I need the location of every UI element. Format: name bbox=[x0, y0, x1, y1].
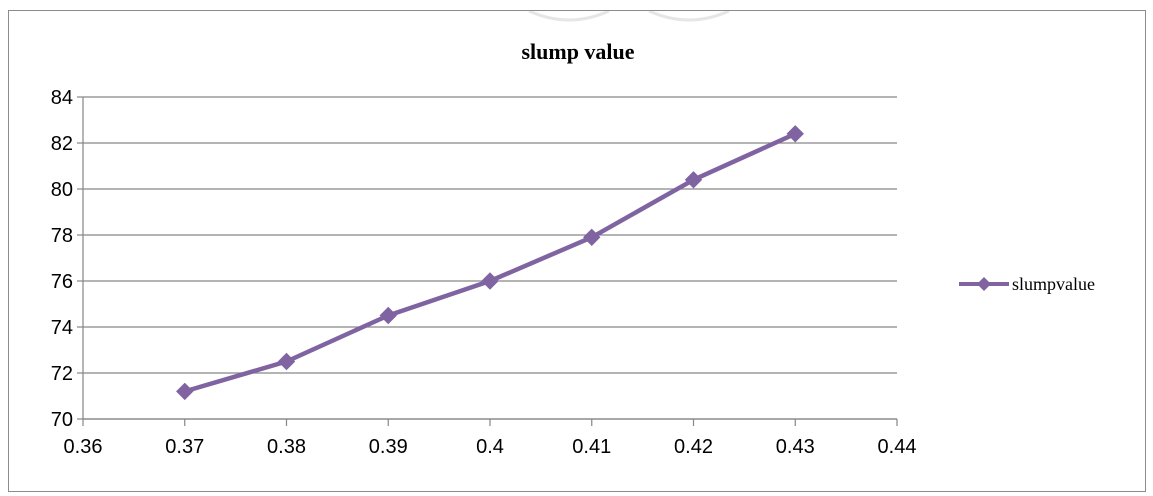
data-point-marker bbox=[176, 382, 194, 401]
y-tick-label: 74 bbox=[51, 317, 73, 339]
y-tick-label: 80 bbox=[51, 179, 73, 201]
x-tick-label: 0.36 bbox=[64, 436, 103, 458]
x-tick-label: 0.4 bbox=[476, 436, 504, 458]
x-tick-label: 0.41 bbox=[572, 436, 611, 458]
data-point-marker bbox=[379, 306, 397, 325]
legend-marker bbox=[977, 277, 991, 291]
axis-layer: 70 72 74 76 78 80 82 84 0.36 0.37 0.38 0.39 0.4 0.41 0… bbox=[51, 87, 917, 458]
series-layer bbox=[176, 125, 804, 401]
x-tick-label: 0.42 bbox=[674, 436, 713, 458]
series-line bbox=[184, 131, 797, 394]
y-tick-label: 84 bbox=[51, 87, 73, 109]
watermark-arc-right bbox=[648, 11, 730, 22]
watermark-arc-left bbox=[528, 11, 610, 22]
data-point-marker bbox=[481, 272, 499, 290]
x-tick-label: 0.39 bbox=[369, 436, 408, 458]
grid-layer bbox=[83, 96, 897, 420]
data-point-marker bbox=[684, 171, 703, 189]
chart-frame: 70 72 74 76 78 80 82 84 0.36 0.37 0.38 0.39 0.4 0.41 0… bbox=[8, 10, 1146, 492]
x-tick-label: 0.43 bbox=[776, 436, 815, 458]
y-tick-label: 72 bbox=[51, 363, 73, 385]
legend: slumpvalue bbox=[959, 274, 1095, 294]
y-tick-label: 76 bbox=[51, 271, 73, 293]
line-chart: 70 72 74 76 78 80 82 84 0.36 0.37 0.38 0.39 0.4 0.41 0… bbox=[51, 11, 1095, 458]
x-tick-label: 0.38 bbox=[267, 436, 306, 458]
x-tick-label: 0.37 bbox=[165, 436, 204, 458]
data-point-marker bbox=[277, 352, 296, 371]
x-tick-label: 0.44 bbox=[878, 436, 917, 458]
y-tick-label: 70 bbox=[51, 409, 73, 431]
legend-label: slumpvalue bbox=[1012, 274, 1095, 294]
chart-title: slump value bbox=[521, 39, 634, 64]
y-tick-label: 78 bbox=[51, 225, 73, 247]
data-point-marker bbox=[583, 228, 601, 247]
y-tick-label: 82 bbox=[51, 133, 73, 155]
data-point-marker bbox=[786, 125, 804, 143]
